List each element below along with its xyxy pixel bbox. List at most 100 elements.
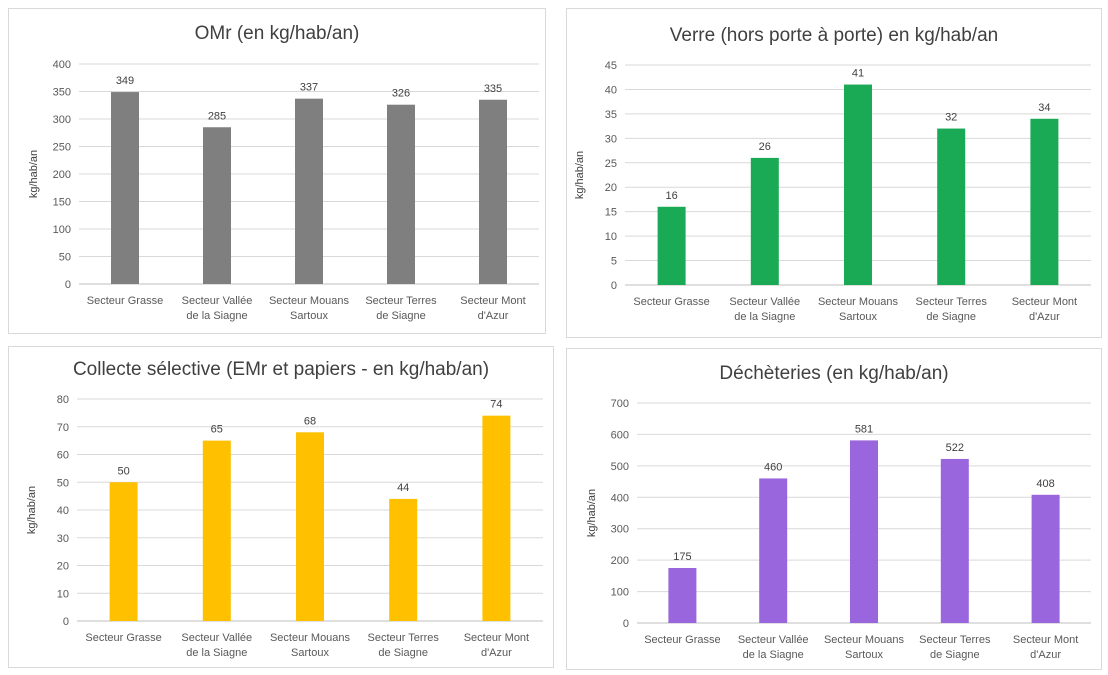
- y-tick-label: 300: [53, 114, 71, 126]
- category-label: d'Azur: [478, 310, 509, 322]
- y-tick-label: 0: [623, 618, 629, 630]
- category-label: d'Azur: [481, 647, 512, 659]
- category-label: Sartoux: [290, 310, 328, 322]
- category-label: d'Azur: [1030, 649, 1061, 661]
- category-label: d'Azur: [1029, 311, 1060, 323]
- y-tick-label: 0: [65, 279, 71, 291]
- category-label: Secteur Mont: [1013, 634, 1078, 646]
- bar: [1030, 118, 1059, 286]
- y-tick-label: 10: [605, 231, 617, 243]
- category-label: de Siagne: [926, 311, 976, 323]
- data-label: 50: [117, 465, 129, 477]
- category-label: Secteur Vallée: [729, 296, 800, 308]
- bar: [203, 127, 231, 284]
- data-label: 16: [665, 190, 677, 202]
- category-label: de la Siagne: [743, 649, 804, 661]
- category-label: Secteur Vallée: [182, 295, 253, 307]
- bar: [296, 432, 324, 621]
- y-tick-label: 100: [53, 224, 71, 236]
- y-tick-label: 10: [57, 588, 69, 600]
- bar: [295, 98, 323, 285]
- chart-decheteries: Déchèteries (en kg/hab/an) kg/hab/an 0 100 2…: [586, 363, 1091, 661]
- bar: [389, 498, 418, 621]
- y-tick-label: 500: [611, 461, 629, 473]
- data-label: 522: [946, 442, 964, 454]
- data-label: 32: [945, 112, 957, 124]
- bar: [1031, 494, 1060, 623]
- category-label: Secteur Mont: [460, 295, 525, 307]
- y-tick-label: 0: [63, 616, 69, 628]
- data-label: 337: [300, 82, 318, 94]
- category-label: de la Siagne: [186, 647, 247, 659]
- data-label: 460: [764, 461, 782, 473]
- category-label: Secteur Mouans: [818, 296, 899, 308]
- data-label: 34: [1038, 102, 1050, 114]
- category-label: de la Siagne: [734, 311, 795, 323]
- y-axis-label: kg/hab/an: [586, 489, 598, 537]
- category-label: Secteur Mont: [464, 632, 529, 644]
- y-tick-label: 250: [53, 142, 71, 154]
- category-label: Secteur Terres: [916, 296, 988, 308]
- bar: [940, 458, 969, 623]
- y-tick-label: 25: [605, 158, 617, 170]
- category-label: de Siagne: [378, 647, 428, 659]
- y-tick-label: 30: [605, 133, 617, 145]
- chart-omr: OMr (en kg/hab/an) kg/hab/an 0 50 100 150 200 2…: [28, 23, 539, 322]
- bar: [937, 128, 966, 285]
- y-tick-label: 100: [611, 587, 629, 599]
- bar: [668, 568, 697, 623]
- category-label: Secteur Terres: [365, 295, 437, 307]
- category-label: Secteur Vallée: [738, 634, 809, 646]
- category-label: Sartoux: [291, 647, 329, 659]
- y-tick-label: 150: [53, 197, 71, 209]
- bar: [387, 104, 415, 284]
- y-tick-label: 400: [611, 492, 629, 504]
- y-tick-label: 50: [57, 477, 69, 489]
- category-label: de Siagne: [376, 310, 426, 322]
- category-label: Sartoux: [845, 649, 883, 661]
- y-tick-label: 0: [611, 280, 617, 292]
- chart-verre: Verre (hors porte à porte) en kg/hab/an k…: [574, 25, 1091, 323]
- y-tick-label: 200: [53, 169, 71, 181]
- bar: [109, 482, 138, 621]
- y-tick-label: 600: [611, 429, 629, 441]
- bar: [750, 157, 779, 285]
- chart-title: Déchèteries (en kg/hab/an): [719, 363, 948, 384]
- y-tick-label: 20: [605, 182, 617, 194]
- y-tick-label: 70: [57, 422, 69, 434]
- chart-title: Verre (hors porte à porte) en kg/hab/an: [670, 25, 998, 46]
- data-label: 175: [673, 551, 691, 563]
- y-tick-label: 30: [57, 533, 69, 545]
- y-axis-label: kg/hab/an: [28, 150, 40, 198]
- data-label: 41: [852, 68, 864, 80]
- y-tick-label: 60: [57, 450, 69, 462]
- bar: [482, 415, 511, 621]
- category-label: Secteur Vallée: [181, 632, 252, 644]
- data-label: 581: [855, 423, 873, 435]
- data-label: 74: [490, 399, 502, 411]
- y-tick-label: 20: [57, 561, 69, 573]
- y-tick-label: 350: [53, 87, 71, 99]
- y-tick-label: 15: [605, 207, 617, 219]
- category-label: Secteur Terres: [919, 634, 991, 646]
- category-label: Secteur Grasse: [85, 632, 161, 644]
- y-tick-label: 40: [605, 84, 617, 96]
- chart-title: Collecte sélective (EMr et papiers - en …: [73, 359, 489, 380]
- category-label: de la Siagne: [186, 310, 247, 322]
- y-tick-label: 5: [611, 256, 617, 268]
- chart-title: OMr (en kg/hab/an): [195, 23, 360, 44]
- chart-panel-decheteries: Déchèteries (en kg/hab/an) kg/hab/an 0 100 2…: [566, 348, 1102, 670]
- y-tick-label: 45: [605, 60, 617, 72]
- category-label: Secteur Mouans: [824, 634, 905, 646]
- y-tick-label: 80: [57, 394, 69, 406]
- category-label: Secteur Mont: [1012, 296, 1077, 308]
- category-label: de Siagne: [930, 649, 980, 661]
- y-tick-label: 400: [53, 59, 71, 71]
- y-tick-label: 700: [611, 398, 629, 410]
- category-label: Sartoux: [839, 311, 877, 323]
- category-label: Secteur Mouans: [270, 632, 351, 644]
- chart-panel-collecte-selective: Collecte sélective (EMr et papiers - en …: [8, 346, 554, 668]
- bar: [202, 440, 231, 621]
- data-label: 26: [759, 141, 771, 153]
- y-tick-label: 50: [59, 252, 71, 264]
